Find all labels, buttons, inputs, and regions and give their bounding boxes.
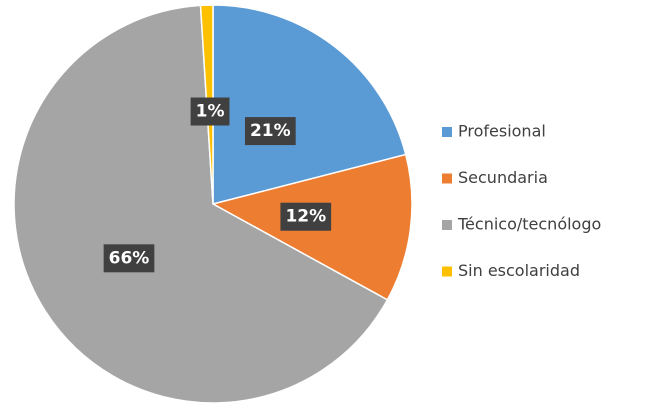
pie-slice — [212, 4, 407, 205]
legend-swatch — [442, 127, 452, 137]
data-label-box — [103, 244, 155, 273]
legend-swatch — [442, 220, 452, 230]
data-label-box — [244, 117, 296, 146]
data-label: 66% — [103, 244, 155, 273]
data-label-text: 66% — [109, 248, 150, 268]
data-label-text: 1% — [196, 102, 225, 122]
data-label-text: 12% — [285, 207, 326, 227]
data-label-box — [280, 202, 332, 231]
legend-swatch — [442, 266, 452, 277]
data-label: 21% — [244, 117, 296, 146]
legend-label: Técnico/tecnólogo — [457, 215, 601, 234]
legend-label: Profesional — [458, 122, 546, 141]
data-label-text: 21% — [250, 121, 291, 141]
legend-label: Secundaria — [458, 168, 548, 187]
data-label: 12% — [280, 202, 332, 231]
legend-swatch — [442, 173, 452, 184]
legend-label: Sin escolaridad — [458, 261, 580, 280]
data-label: 1% — [190, 97, 230, 126]
data-label-box — [190, 97, 230, 126]
pie-slice — [13, 4, 389, 404]
